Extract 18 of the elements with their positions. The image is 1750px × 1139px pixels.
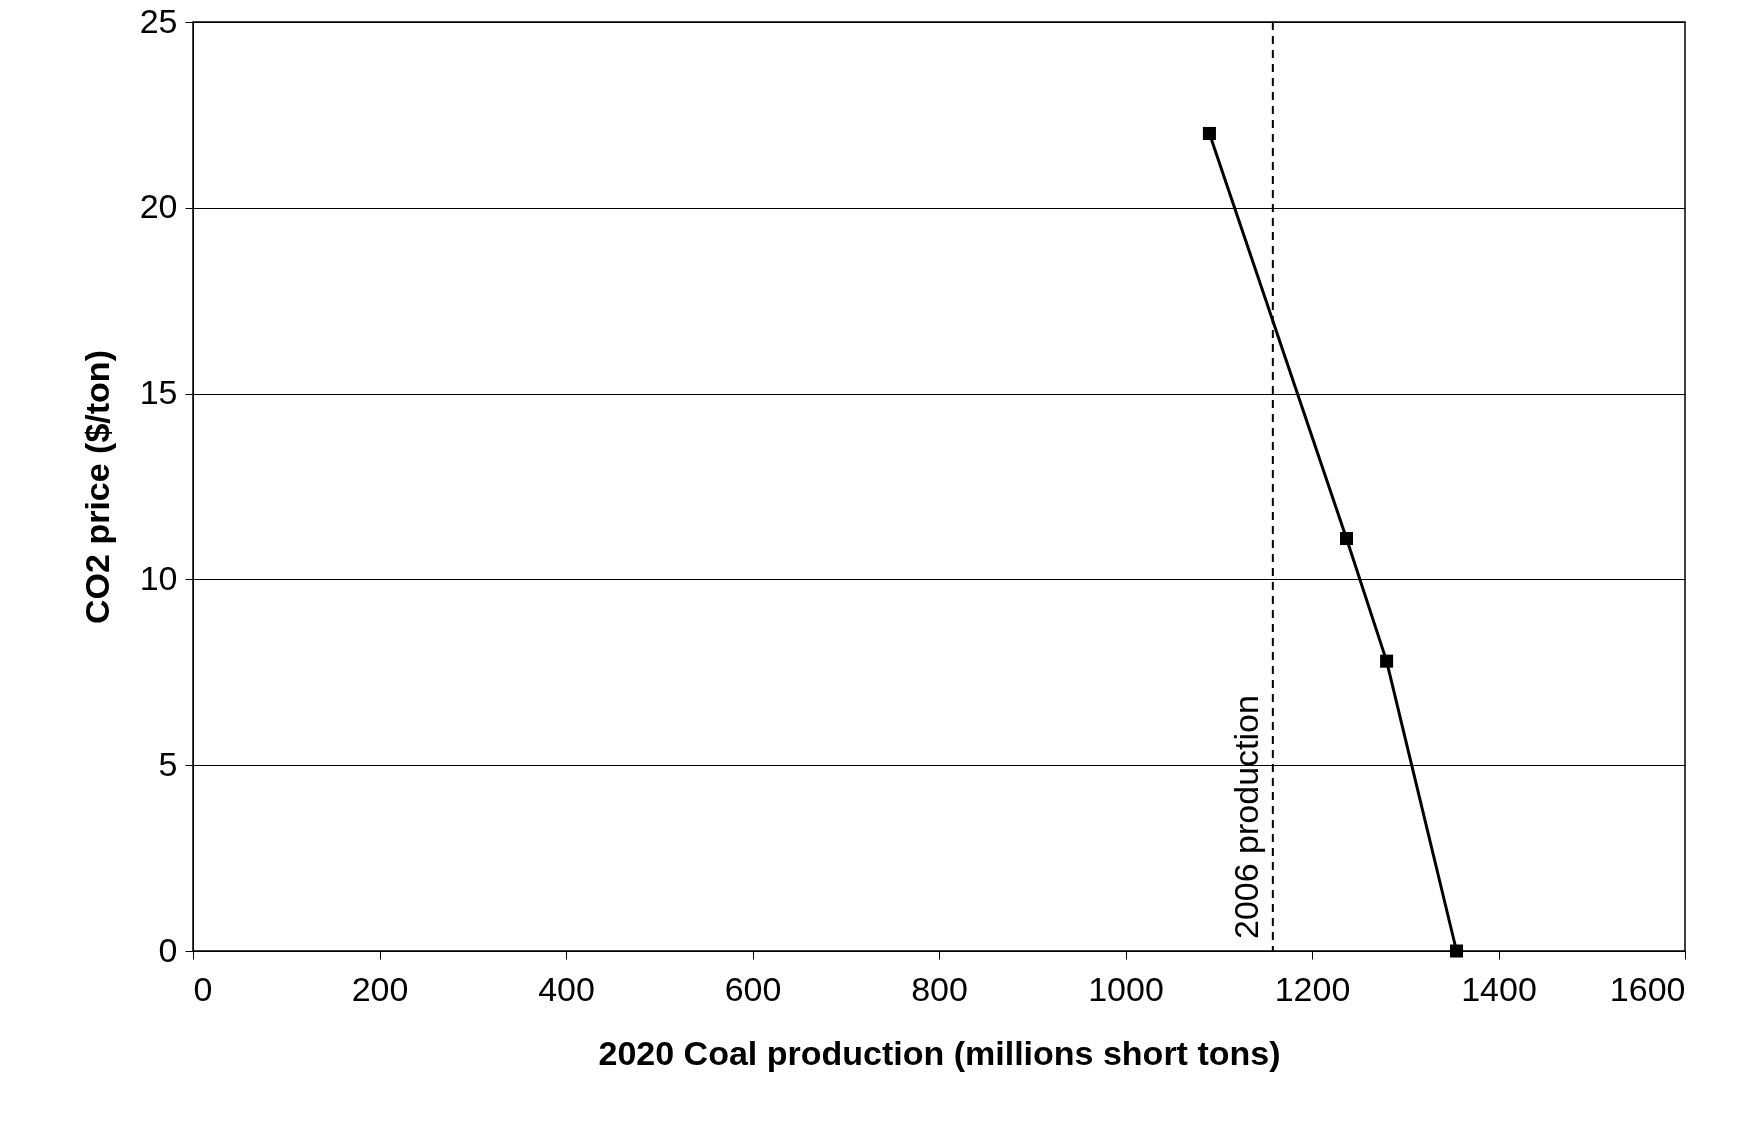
y-axis-title: CO2 price ($/ton) bbox=[77, 350, 116, 624]
x-tick-label: 400 bbox=[538, 969, 595, 1008]
x-tick-label: 0 bbox=[193, 969, 213, 1008]
x-tick-label: 1000 bbox=[1088, 969, 1164, 1008]
y-tick-label: 0 bbox=[158, 930, 178, 969]
x-tick-label: 800 bbox=[911, 969, 968, 1008]
y-tick-label: 25 bbox=[139, 1, 178, 40]
y-tick-label: 20 bbox=[139, 187, 178, 226]
y-tick-label: 10 bbox=[139, 558, 178, 597]
x-tick-label: 600 bbox=[724, 969, 782, 1008]
ref-line-label: 2006 production bbox=[1226, 695, 1265, 939]
x-tick-label: 1200 bbox=[1274, 969, 1351, 1008]
y-tick-label: 15 bbox=[139, 373, 178, 412]
x-axis-title: 2020 Coal production (millions short tons) bbox=[598, 1033, 1281, 1072]
x-tick-label: 1600 bbox=[1609, 969, 1686, 1008]
y-tick-label: 5 bbox=[158, 744, 178, 783]
x-tick-label: 200 bbox=[351, 969, 409, 1008]
x-tick-label: 1400 bbox=[1461, 969, 1537, 1008]
